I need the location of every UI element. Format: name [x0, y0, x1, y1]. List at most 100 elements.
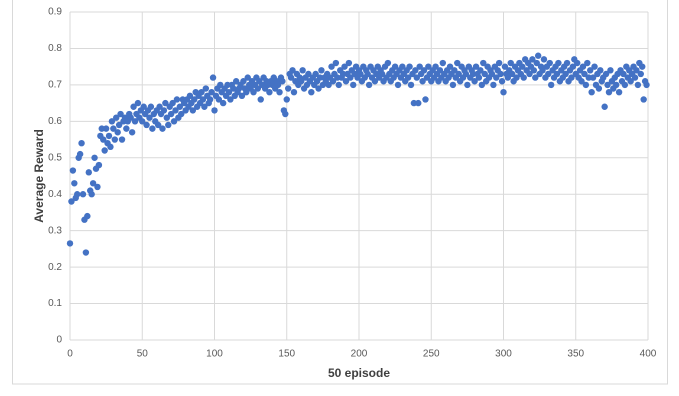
- y-tick-label: 0.9: [48, 7, 62, 18]
- y-tick-label: 0: [56, 335, 62, 346]
- point: [127, 114, 134, 121]
- point: [508, 70, 516, 78]
- point: [232, 78, 240, 85]
- point: [274, 81, 282, 89]
- point: [283, 96, 290, 103]
- point: [399, 63, 406, 70]
- point: [529, 56, 536, 63]
- point: [146, 114, 153, 121]
- point: [165, 121, 172, 129]
- point: [238, 92, 246, 100]
- point: [69, 167, 77, 174]
- point: [449, 81, 457, 89]
- x-tick-label: 150: [278, 349, 295, 360]
- point: [365, 81, 373, 89]
- point: [579, 63, 587, 70]
- point: [391, 63, 399, 70]
- point: [563, 59, 571, 67]
- point: [620, 70, 627, 78]
- point: [105, 132, 113, 140]
- point: [78, 140, 85, 147]
- point: [394, 81, 402, 89]
- point: [404, 74, 412, 81]
- point: [420, 67, 428, 74]
- point: [439, 59, 447, 67]
- point: [601, 103, 608, 110]
- point: [416, 63, 423, 70]
- point: [225, 88, 233, 96]
- point: [436, 67, 444, 74]
- point: [284, 85, 292, 92]
- point: [643, 81, 650, 89]
- point: [312, 70, 319, 78]
- point: [546, 59, 553, 67]
- point: [163, 114, 171, 121]
- point: [500, 88, 507, 96]
- point: [186, 92, 194, 100]
- point: [569, 63, 577, 70]
- point: [520, 74, 527, 81]
- point: [471, 78, 478, 85]
- y-tick-label: 0.7: [48, 80, 62, 91]
- point: [289, 67, 296, 74]
- point: [539, 67, 546, 74]
- point: [640, 96, 647, 103]
- point: [357, 70, 364, 78]
- point: [159, 125, 166, 132]
- point: [454, 59, 461, 67]
- point: [266, 88, 273, 96]
- x-tick-label: 200: [351, 349, 368, 360]
- point: [202, 85, 210, 92]
- point: [110, 125, 117, 132]
- point: [637, 70, 644, 78]
- point: [526, 70, 533, 78]
- point: [562, 70, 569, 78]
- point: [597, 67, 604, 74]
- point: [156, 103, 163, 110]
- point: [341, 63, 348, 70]
- point: [513, 74, 520, 81]
- point: [534, 52, 542, 59]
- point: [591, 63, 598, 70]
- point: [199, 96, 207, 103]
- point: [318, 67, 325, 74]
- point: [328, 63, 335, 70]
- point: [633, 67, 640, 74]
- point: [79, 191, 87, 198]
- point: [176, 103, 184, 110]
- point: [66, 240, 74, 247]
- point: [172, 107, 179, 114]
- point: [178, 110, 185, 118]
- point: [162, 99, 169, 107]
- point: [114, 129, 121, 136]
- point: [170, 118, 178, 125]
- y-tick-label: 0.1: [48, 298, 62, 309]
- point: [634, 81, 642, 89]
- point: [582, 81, 590, 89]
- point: [325, 81, 332, 89]
- point: [532, 74, 539, 81]
- point: [495, 59, 503, 67]
- point: [533, 59, 540, 67]
- point: [244, 74, 251, 81]
- point: [332, 59, 340, 67]
- point: [298, 78, 305, 85]
- point: [432, 63, 439, 70]
- point: [91, 154, 98, 161]
- point: [406, 63, 413, 70]
- point: [588, 88, 595, 96]
- point: [123, 125, 130, 132]
- point: [108, 118, 116, 125]
- point: [243, 88, 250, 96]
- point: [115, 121, 123, 129]
- point: [95, 161, 103, 169]
- point: [173, 96, 181, 103]
- point: [488, 70, 496, 78]
- x-tick-label: 350: [567, 349, 584, 360]
- point: [604, 81, 611, 89]
- point: [227, 96, 234, 103]
- point: [455, 70, 462, 78]
- y-tick-label: 0.8: [48, 43, 62, 54]
- point: [497, 70, 504, 78]
- point: [215, 96, 223, 103]
